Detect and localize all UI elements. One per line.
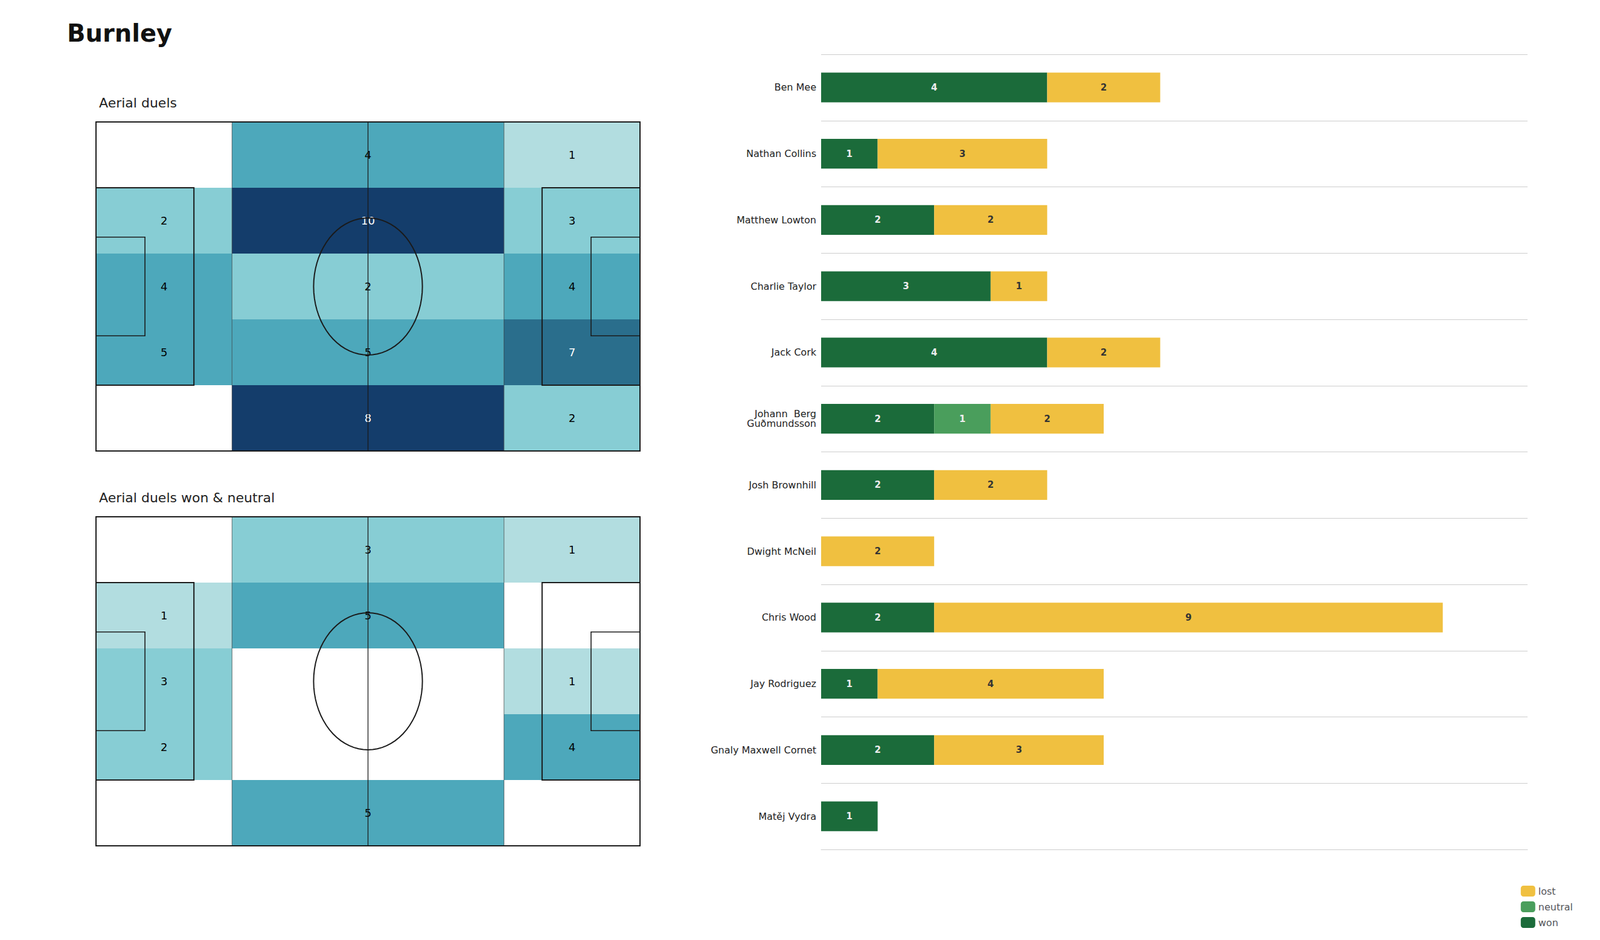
- svg-text:Dwight McNeil: Dwight McNeil: [746, 545, 817, 558]
- svg-text:Ben Mee: Ben Mee: [774, 81, 817, 93]
- svg-text:3: 3: [902, 280, 909, 292]
- svg-text:lost: lost: [1538, 885, 1556, 898]
- svg-text:neutral: neutral: [1538, 901, 1573, 913]
- svg-text:Aerial duels: Aerial duels: [99, 95, 177, 111]
- svg-text:Charlie Taylor: Charlie Taylor: [750, 280, 817, 293]
- svg-text:2: 2: [874, 479, 881, 491]
- svg-text:1: 1: [568, 148, 576, 162]
- svg-text:2: 2: [874, 214, 881, 226]
- svg-text:5: 5: [364, 806, 372, 820]
- svg-text:Burnley: Burnley: [67, 19, 173, 48]
- svg-text:8: 8: [364, 411, 372, 425]
- svg-text:1: 1: [160, 609, 168, 622]
- svg-text:2: 2: [874, 545, 881, 557]
- svg-text:2: 2: [874, 413, 881, 425]
- svg-text:Josh Brownhill: Josh Brownhill: [748, 479, 817, 491]
- svg-text:1: 1: [568, 543, 576, 557]
- svg-text:Johann Berg: Johann Berg: [754, 408, 817, 420]
- svg-text:2: 2: [160, 214, 168, 228]
- svg-text:5: 5: [364, 345, 372, 359]
- svg-text:4: 4: [931, 347, 938, 359]
- svg-text:1: 1: [846, 148, 853, 160]
- svg-text:1: 1: [1015, 280, 1022, 292]
- svg-text:4: 4: [568, 740, 576, 754]
- svg-text:2: 2: [874, 612, 881, 624]
- svg-text:4: 4: [160, 280, 168, 293]
- svg-text:5: 5: [160, 345, 168, 359]
- svg-text:4: 4: [987, 678, 994, 690]
- svg-text:1: 1: [846, 810, 853, 822]
- svg-text:9: 9: [1185, 612, 1192, 624]
- svg-text:Jay Rodriguez: Jay Rodriguez: [749, 678, 817, 690]
- svg-text:4: 4: [931, 82, 938, 93]
- svg-text:Matthew Lowton: Matthew Lowton: [736, 214, 817, 226]
- svg-text:3: 3: [160, 675, 168, 688]
- svg-text:Jack Cork: Jack Cork: [771, 346, 817, 359]
- svg-text:2: 2: [364, 280, 372, 293]
- svg-text:Gnaly Maxwell Cornet: Gnaly Maxwell Cornet: [710, 744, 817, 756]
- svg-text:3: 3: [568, 214, 576, 228]
- svg-text:2: 2: [568, 411, 576, 425]
- svg-text:2: 2: [160, 740, 168, 754]
- svg-text:Aerial duels won & neutral: Aerial duels won & neutral: [99, 490, 275, 506]
- svg-text:3: 3: [1015, 744, 1022, 756]
- svg-text:2: 2: [987, 214, 994, 226]
- svg-text:10: 10: [361, 214, 375, 228]
- svg-text:Chris Wood: Chris Wood: [761, 611, 817, 624]
- svg-text:1: 1: [959, 413, 966, 425]
- svg-text:2: 2: [1100, 82, 1107, 93]
- svg-text:won: won: [1538, 917, 1559, 929]
- svg-text:5: 5: [364, 609, 372, 622]
- svg-text:Nathan Collins: Nathan Collins: [746, 147, 817, 160]
- svg-text:3: 3: [959, 148, 966, 160]
- svg-text:1: 1: [568, 675, 576, 688]
- svg-text:2: 2: [1043, 413, 1050, 425]
- svg-text:2: 2: [874, 744, 881, 756]
- svg-text:4: 4: [568, 280, 576, 293]
- svg-text:1: 1: [846, 678, 853, 690]
- svg-text:Matěj Vydra: Matěj Vydra: [758, 810, 817, 823]
- svg-text:Guðmundsson: Guðmundsson: [746, 417, 817, 430]
- svg-text:4: 4: [364, 148, 372, 162]
- svg-text:3: 3: [364, 543, 372, 557]
- svg-text:7: 7: [568, 345, 576, 359]
- svg-text:2: 2: [1100, 347, 1107, 359]
- svg-text:2: 2: [987, 479, 994, 491]
